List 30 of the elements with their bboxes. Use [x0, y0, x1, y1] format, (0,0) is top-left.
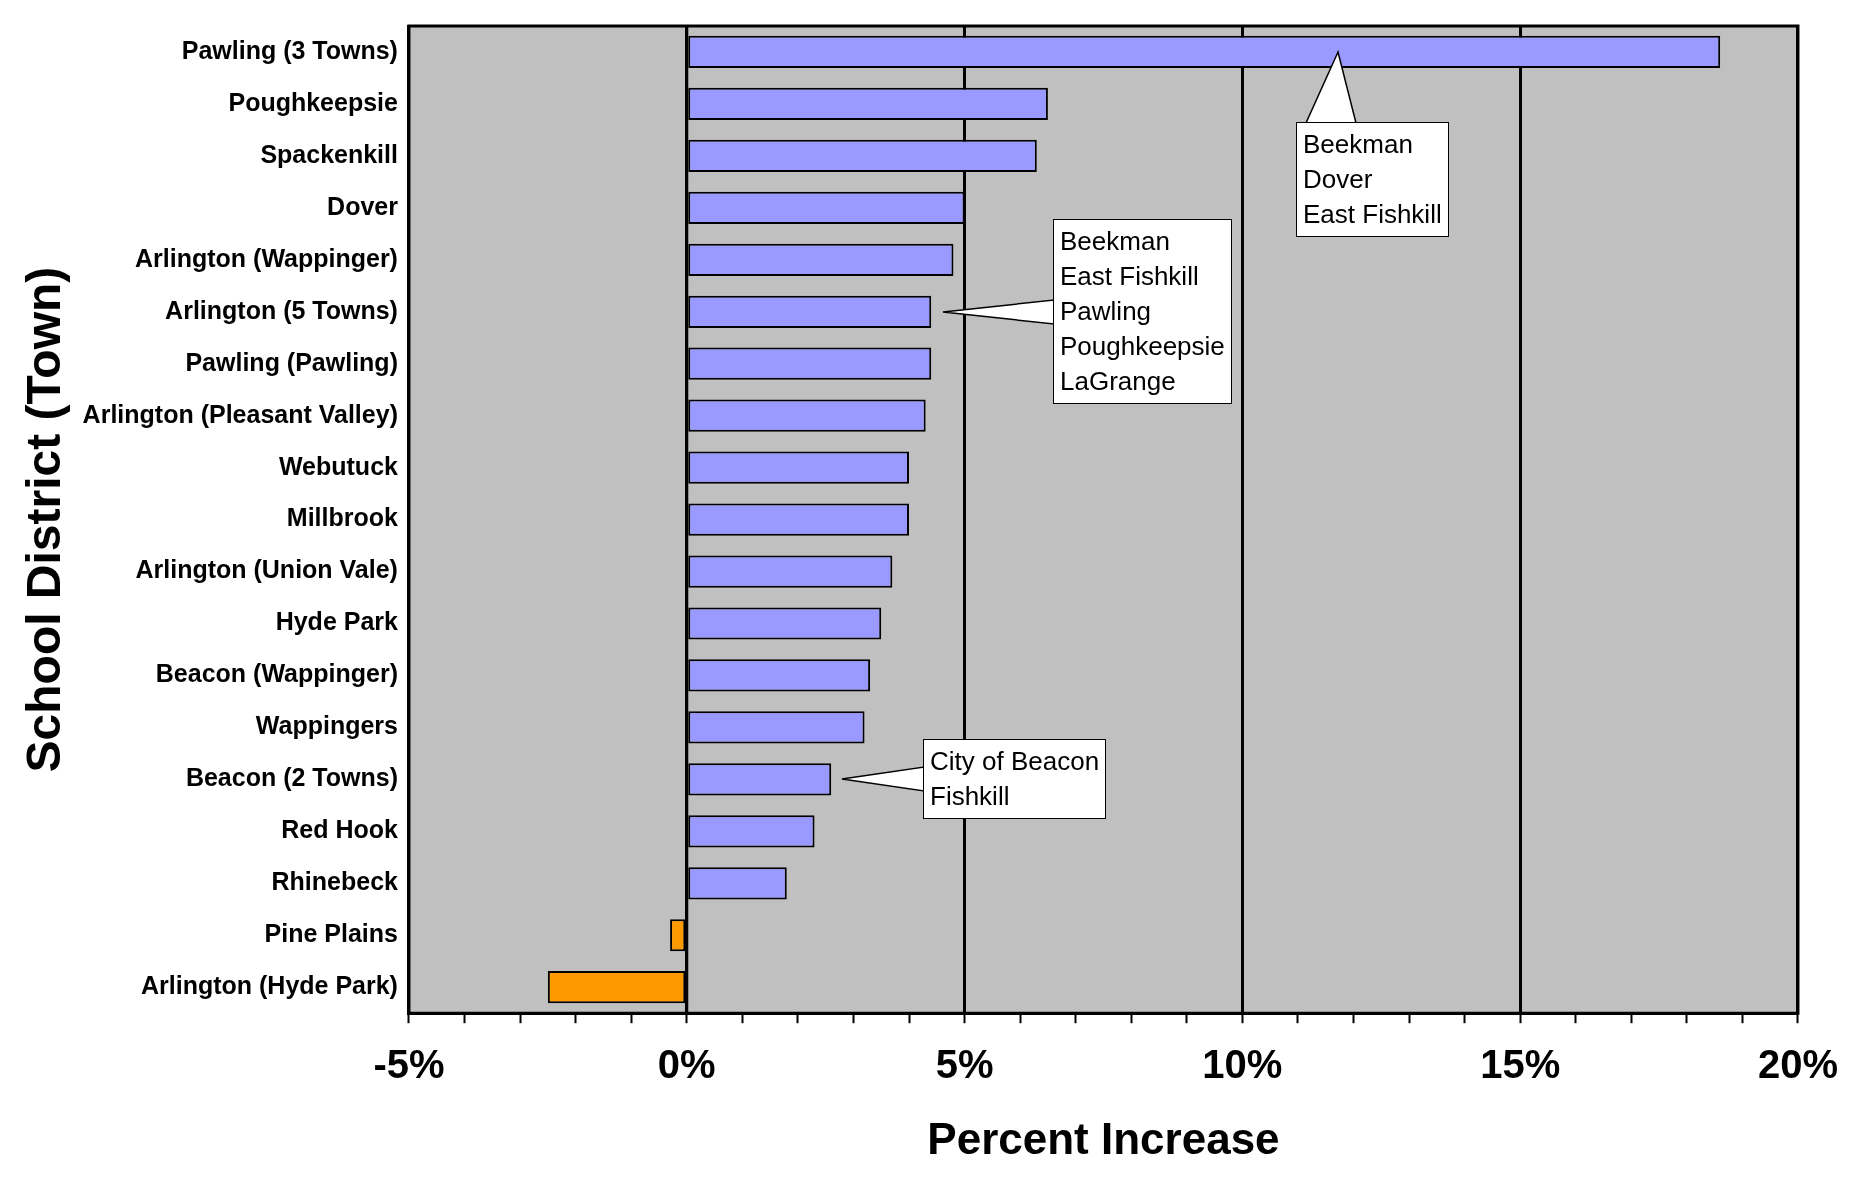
y-tick-label: Arlington (5 Towns): [165, 295, 398, 324]
annotation: City of Beacon Fishkill: [923, 739, 1107, 819]
y-tick-label: Red Hook: [281, 815, 399, 844]
y-tick-label: Arlington (Hyde Park): [140, 971, 398, 1000]
y-tick-label: Pawling (Pawling): [185, 347, 398, 376]
y-tick-label: Wappingers: [255, 711, 398, 740]
y-tick-label: Spackenkill: [260, 139, 398, 168]
x-tick-label: 10%: [1202, 1042, 1283, 1087]
y-tick-label: Arlington (Pleasant Valley): [82, 399, 398, 428]
x-tick-label: -5%: [373, 1042, 445, 1087]
y-tick-label: Arlington (Wappinger): [135, 243, 398, 272]
x-tick-label: 15%: [1480, 1042, 1561, 1087]
annotation: Beekman Dover East Fishkill: [1296, 122, 1449, 237]
x-tick-label: 5%: [935, 1042, 994, 1087]
y-tick-label: Poughkeepsie: [228, 87, 399, 116]
y-tick-label: Webutuck: [278, 451, 399, 480]
y-tick-label: Dover: [327, 191, 399, 220]
y-axis-title: School District (Town): [17, 266, 71, 773]
y-tick-label: Pawling (3 Towns): [181, 35, 398, 64]
x-axis-title: Percent Increase: [927, 1113, 1280, 1163]
y-tick-label: Beacon (2 Towns): [185, 763, 398, 792]
y-tick-label: Hyde Park: [275, 607, 399, 636]
x-tick-label: 20%: [1757, 1042, 1838, 1087]
y-tick-label: Pine Plains: [264, 919, 398, 948]
x-tick-label: 0%: [657, 1042, 716, 1087]
y-tick-label: Millbrook: [286, 503, 399, 532]
y-tick-label: Arlington (Union Vale): [135, 555, 398, 584]
annotation: Beekman East Fishkill Pawling Poughkeepsie LaGrange: [1053, 219, 1232, 404]
y-tick-label: Beacon (Wappinger): [155, 659, 398, 688]
y-tick-label: Rhinebeck: [271, 867, 399, 896]
